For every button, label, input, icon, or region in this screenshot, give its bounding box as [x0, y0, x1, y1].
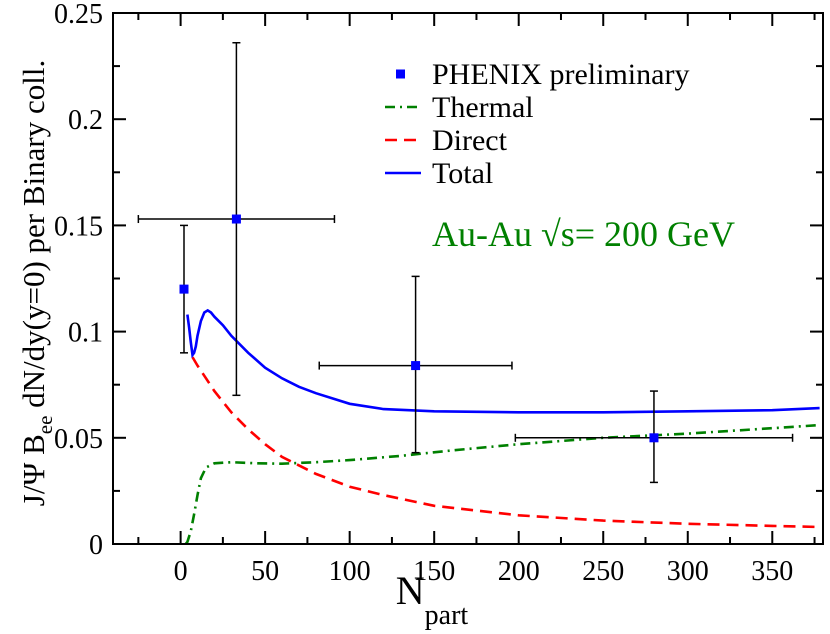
- series-thermal-line: [184, 423, 820, 545]
- legend-label: Thermal: [432, 91, 534, 124]
- legend-label: PHENIX preliminary: [432, 58, 689, 91]
- y-tick-labels: 0 0.05 0.1 0.15 0.2 0.25: [54, 0, 103, 561]
- annotation-collision-system: Au-Au √s= 200 GeV: [432, 214, 735, 254]
- legend-item-phenix-preliminary: PHENIX preliminary: [396, 58, 689, 91]
- data-point: [514, 390, 794, 484]
- data-points: [137, 41, 794, 484]
- y-tick-label: 0.1: [68, 318, 103, 349]
- series-direct-line: [191, 356, 820, 529]
- point-marker: [179, 284, 189, 294]
- point-marker: [411, 361, 421, 371]
- x-tick-label: 50: [251, 556, 279, 587]
- y-tick-label: 0: [89, 530, 103, 561]
- x-tick-label: 150: [413, 556, 455, 587]
- legend-item-total: Total: [385, 157, 493, 190]
- point-marker: [649, 433, 659, 443]
- legend-item-direct: Direct: [385, 124, 508, 157]
- y-axis-label: J/Ψ Bee dN/dy(y=0) per Binary coll.: [16, 60, 57, 506]
- legend-label: Total: [432, 157, 493, 190]
- curves: [184, 308, 820, 545]
- y-tick-label: 0.25: [54, 0, 103, 30]
- y-tick-label: 0.05: [54, 424, 103, 455]
- x-tick-label: 200: [498, 556, 540, 587]
- x-tick-label: 250: [582, 556, 624, 587]
- x-tick-label: 300: [667, 556, 709, 587]
- series-total-line: [186, 308, 820, 414]
- y-tick-label: 0.15: [54, 211, 103, 242]
- legend-label: Direct: [432, 124, 508, 157]
- data-point: [137, 41, 336, 397]
- data-point: [318, 275, 513, 454]
- x-tick-label: 100: [329, 556, 371, 587]
- plot-frame: [112, 12, 824, 545]
- legend-marker: [396, 69, 405, 79]
- x-tick-labels: 0 50 100 150 200 250 300 350: [174, 556, 794, 587]
- y-tick-label: 0.2: [68, 105, 103, 136]
- x-tick-label: 350: [751, 556, 793, 587]
- legend-item-thermal: Thermal: [385, 91, 534, 124]
- x-tick-label: 0: [174, 556, 188, 587]
- point-marker: [231, 214, 241, 224]
- data-point: [179, 224, 189, 354]
- x-axis-label: Npart: [396, 568, 469, 631]
